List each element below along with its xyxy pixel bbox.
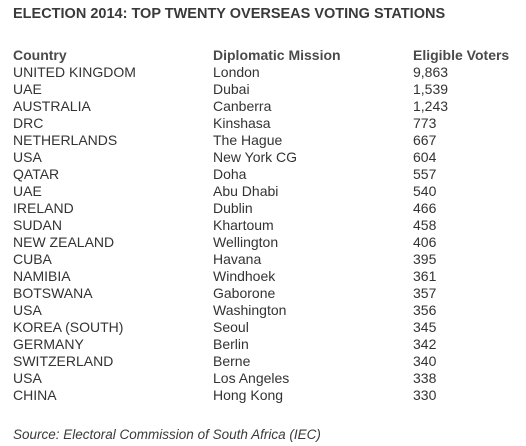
cell-country: GERMANY — [13, 336, 84, 352]
cell-voters: 773 — [413, 115, 437, 131]
cell-voters: 540 — [413, 183, 437, 199]
cell-voters: 667 — [413, 132, 437, 148]
cell-mission: London — [213, 64, 260, 80]
cell-voters: 342 — [413, 336, 437, 352]
cell-mission: Dubai — [213, 81, 250, 97]
cell-country: CHINA — [13, 387, 57, 403]
cell-voters: 1,243 — [413, 98, 449, 114]
cell-mission: Havana — [213, 251, 262, 267]
header-diplomatic-mission: Diplomatic Mission — [213, 47, 341, 63]
cell-country: UNITED KINGDOM — [13, 64, 136, 80]
cell-mission: Kinshasa — [213, 115, 271, 131]
cell-voters: 1,539 — [413, 81, 449, 97]
cell-country: QATAR — [13, 166, 60, 182]
cell-country: NAMIBIA — [13, 268, 71, 284]
cell-voters: 557 — [413, 166, 437, 182]
cell-mission: Berne — [213, 353, 251, 369]
cell-mission: Hong Kong — [213, 387, 284, 403]
cell-mission: Khartoum — [213, 217, 274, 233]
cell-voters: 345 — [413, 319, 437, 335]
cell-mission: Canberra — [213, 98, 272, 114]
cell-voters: 356 — [413, 302, 437, 318]
cell-country: USA — [13, 302, 42, 318]
cell-country: UAE — [13, 183, 42, 199]
cell-country: NEW ZEALAND — [13, 234, 115, 250]
cell-country: DRC — [13, 115, 44, 131]
cell-voters: 458 — [413, 217, 437, 233]
cell-country: IRELAND — [13, 200, 74, 216]
cell-voters: 9,863 — [413, 64, 449, 80]
cell-country: NETHERLANDS — [13, 132, 118, 148]
cell-country: USA — [13, 370, 42, 386]
cell-voters: 357 — [413, 285, 437, 301]
cell-mission: Los Angeles — [213, 370, 290, 386]
cell-country: USA — [13, 149, 42, 165]
cell-country: KOREA (SOUTH) — [13, 319, 124, 335]
cell-mission: New York CG — [213, 149, 298, 165]
cell-country: UAE — [13, 81, 42, 97]
chart-title: ELECTION 2014: TOP TWENTY OVERSEAS VOTIN… — [13, 6, 446, 22]
cell-mission: Wellington — [213, 234, 279, 250]
source-note: Source: Electoral Commission of South Af… — [13, 427, 321, 442]
header-eligible-voters: Eligible Voters — [413, 47, 510, 63]
cell-voters: 361 — [413, 268, 437, 284]
cell-voters: 604 — [413, 149, 437, 165]
cell-country: AUSTRALIA — [13, 98, 91, 114]
cell-voters: 330 — [413, 387, 437, 403]
cell-mission: Dublin — [213, 200, 253, 216]
cell-country: SUDAN — [13, 217, 63, 233]
cell-voters: 340 — [413, 353, 437, 369]
cell-mission: Doha — [213, 166, 247, 182]
cell-voters: 466 — [413, 200, 437, 216]
cell-mission: Abu Dhabi — [213, 183, 279, 199]
cell-mission: Berlin — [213, 336, 249, 352]
cell-mission: Washington — [213, 302, 287, 318]
cell-mission: Gaborone — [213, 285, 276, 301]
cell-country: BOTSWANA — [13, 285, 93, 301]
cell-voters: 406 — [413, 234, 437, 250]
cell-mission: Seoul — [213, 319, 249, 335]
cell-country: SWITZERLAND — [13, 353, 114, 369]
cell-voters: 395 — [413, 251, 437, 267]
cell-country: CUBA — [13, 251, 52, 267]
cell-mission: The Hague — [213, 132, 283, 148]
cell-mission: Windhoek — [213, 268, 276, 284]
cell-voters: 338 — [413, 370, 437, 386]
header-country: Country — [13, 47, 67, 63]
